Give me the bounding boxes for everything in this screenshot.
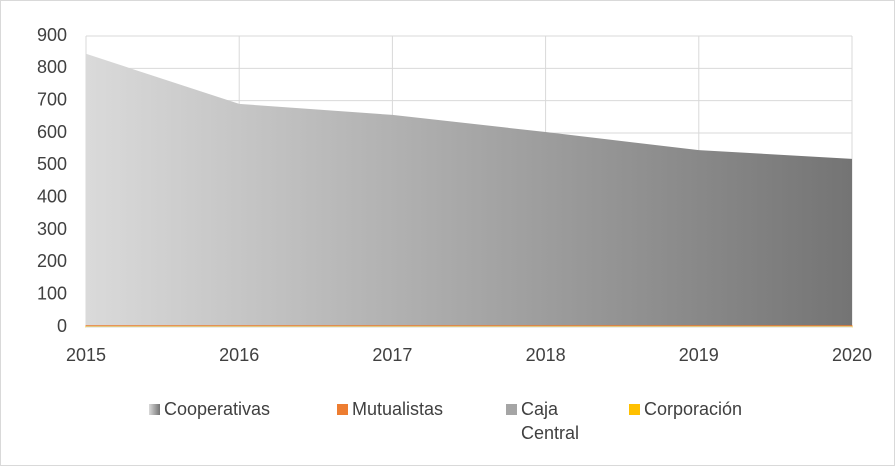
y-tick-label: 500 (37, 154, 67, 174)
legend-key (629, 404, 640, 415)
legend: Cooperativas Mutualistas Caja Central Corpo… (1, 397, 894, 457)
x-tick-label: 2018 (526, 345, 566, 365)
x-tick-label: 2019 (679, 345, 719, 365)
area (86, 53, 852, 328)
y-tick-label: 600 (37, 122, 67, 142)
legend-label: Cooperativas (164, 399, 271, 419)
x-tick-label: 2016 (219, 345, 259, 365)
x-tick-label: 2017 (372, 345, 412, 365)
y-tick-label: 900 (37, 25, 67, 45)
y-tick-label: 300 (37, 219, 67, 239)
y-tick-label: 400 (37, 186, 67, 206)
x-tick-label: 2020 (832, 345, 872, 365)
legend-label: Corporación (644, 399, 743, 419)
y-tick-label: 0 (57, 316, 67, 336)
legend-item: Corporación (629, 397, 844, 421)
y-tick-label: 200 (37, 251, 67, 271)
x-tick-label: 2015 (66, 345, 106, 365)
y-tick-label: 700 (37, 89, 67, 109)
y-tick-label: 100 (37, 283, 67, 303)
legend-key (337, 404, 348, 415)
legend-item: Caja Central (506, 397, 591, 445)
legend-key (506, 404, 517, 415)
legend-item: Mutualistas (337, 397, 512, 421)
y-tick-label: 800 (37, 57, 67, 77)
legend-key (149, 404, 160, 415)
legend-label: Caja Central (521, 399, 580, 443)
legend-item: Cooperativas (149, 397, 364, 421)
legend-label: Mutualistas (352, 399, 444, 419)
